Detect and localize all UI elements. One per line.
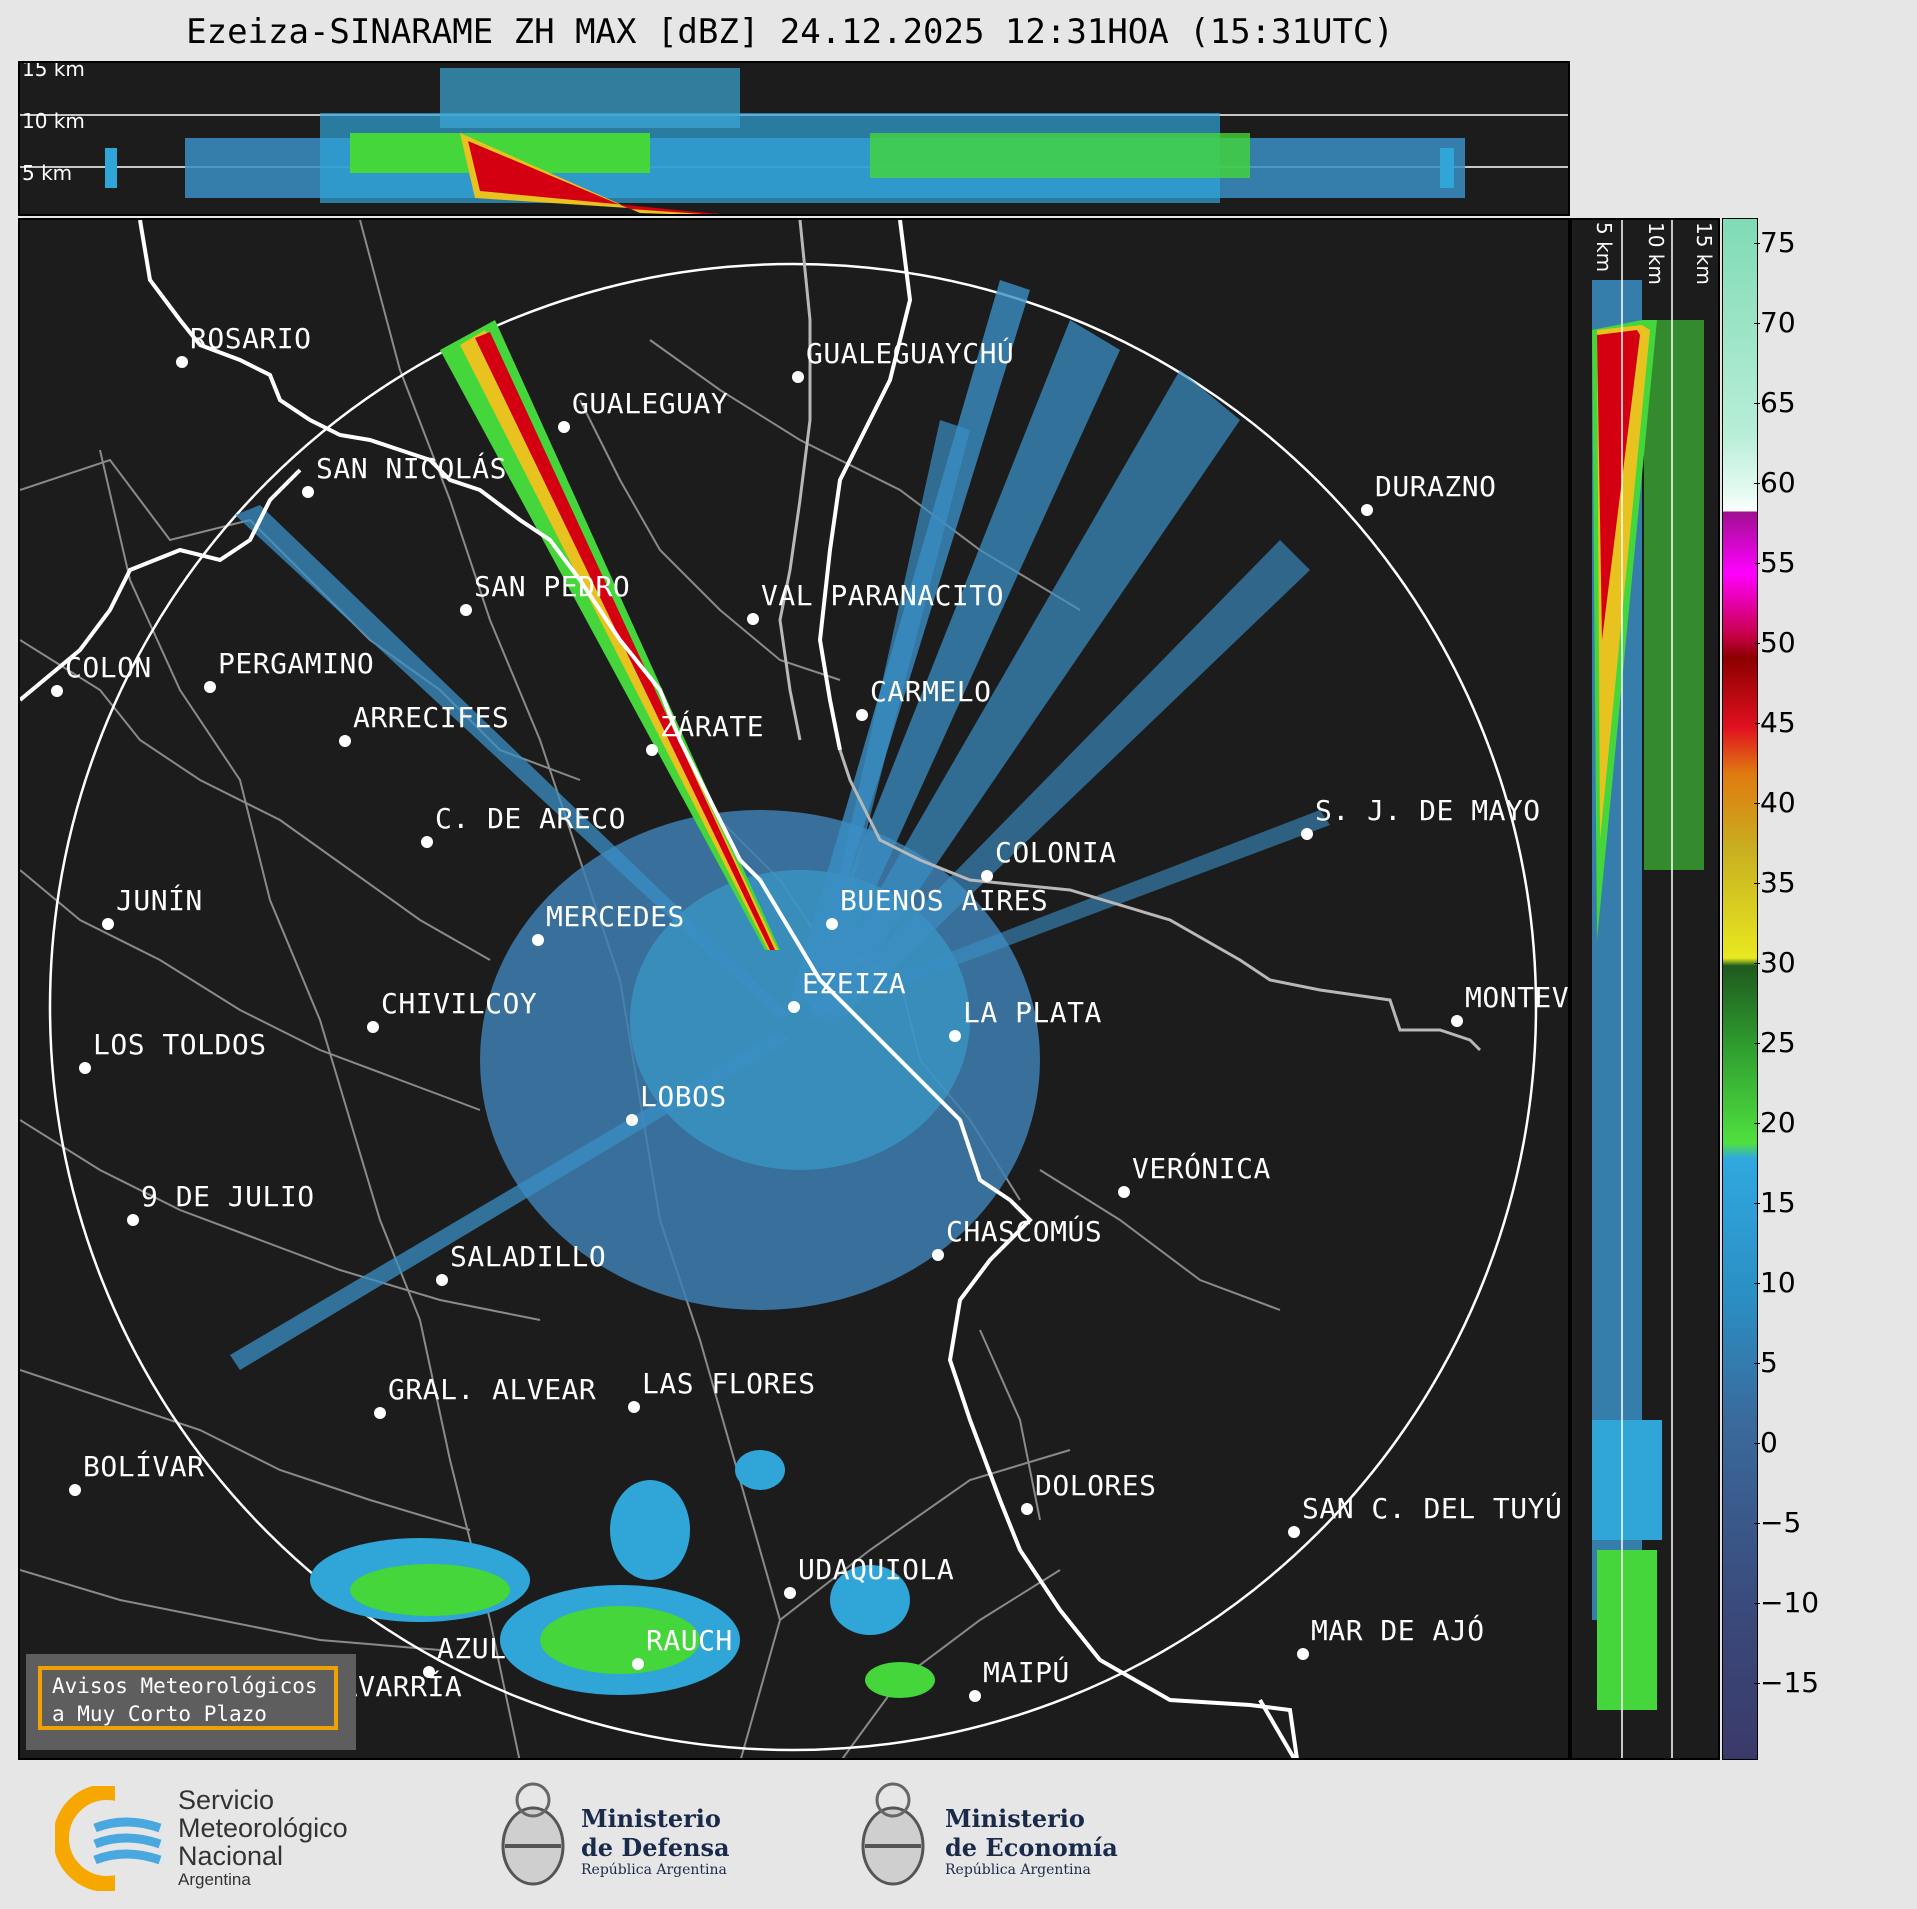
chart-title: Ezeiza-SINARAME ZH MAX [dBZ] 24.12.2025 …: [186, 12, 1394, 52]
colorbar-tick: 35: [1754, 866, 1796, 899]
warning-link-frame[interactable]: Avisos Meteorológicos a Muy Corto Plazo: [38, 1666, 338, 1730]
colorbar-tick: 40: [1754, 786, 1796, 819]
colorbar-tick: 10: [1754, 1266, 1796, 1299]
economia-logo: Ministerio de Economía República Argenti…: [855, 1778, 1125, 1898]
top-height-label: 15 km: [22, 61, 85, 81]
range-ring: [48, 262, 1538, 1752]
colorbar-tick: 50: [1754, 626, 1796, 659]
city-label-durazno: DURAZNO: [1375, 470, 1497, 503]
colorbar-tick: 70: [1754, 306, 1796, 339]
city-label-veronica: VERÓNICA: [1132, 1152, 1271, 1185]
colorbar-tick: 45: [1754, 706, 1796, 739]
colorbar-tick: 15: [1754, 1186, 1796, 1219]
city-label-junin: JUNÍN: [116, 884, 203, 917]
city-label-lobos: LOBOS: [640, 1080, 727, 1113]
city-label-mercedes: MERCEDES: [546, 900, 685, 933]
city-label-san-pedro: SAN PEDRO: [474, 570, 631, 603]
colorbar-tick: 0: [1754, 1426, 1778, 1459]
smn-line-4: Argentina: [178, 1870, 251, 1889]
economia-line-1: Ministerio: [945, 1804, 1085, 1833]
colorbar-tick: 60: [1754, 466, 1796, 499]
colorbar-tick: −5: [1753, 1506, 1802, 1539]
city-label-san-c-del-tuyu: SAN C. DEL TUYÚ: [1302, 1492, 1563, 1525]
defensa-line-2: de Defensa: [581, 1833, 730, 1862]
side-height-label: 10 km: [1644, 222, 1668, 285]
radar-map-panel: ROSARIO SAN NICOLÁS SAN PEDRO GUALEGUAY …: [18, 218, 1570, 1760]
coastline: [20, 220, 1299, 1758]
city-label-gualeguaychu: GUALEGUAYCHÚ: [806, 337, 1015, 370]
radar-map: [20, 220, 1538, 1758]
side-cross-section-echo: [1592, 220, 1704, 1758]
coat-of-arms-icon: [501, 1782, 565, 1886]
colorbar-tick: 20: [1754, 1106, 1796, 1139]
city-label-arrecifes: ARRECIFES: [353, 701, 510, 734]
smn-logo-icon: [55, 1786, 165, 1891]
dbz-colorbar: [1722, 218, 1758, 1760]
city-label-carmelo: CARMELO: [870, 675, 992, 708]
side-height-label: 15 km: [1692, 222, 1716, 285]
city-label-chivilcoy: CHIVILCOY: [381, 987, 538, 1020]
defensa-line-3: República Argentina: [581, 1862, 727, 1878]
side-cross-section-panel: 5 km 10 km 15 km: [1570, 218, 1720, 1760]
city-label-c-de-areco: C. DE ARECO: [435, 802, 626, 835]
city-label-zarate: ZÁRATE: [660, 710, 765, 743]
side-height-label: 5 km: [1592, 222, 1616, 273]
city-label-montev: MONTEV: [1465, 981, 1570, 1014]
city-label-buenos-aires: BUENOS AIRES: [840, 884, 1049, 917]
city-label-gualeguay: GUALEGUAY: [572, 387, 729, 420]
colorbar-tick: 75: [1754, 226, 1796, 259]
colorbar-tick: 30: [1754, 946, 1796, 979]
city-label-gral-alvear: GRAL. ALVEAR: [388, 1373, 597, 1406]
city-label-dolores: DOLORES: [1035, 1469, 1157, 1502]
city-label-las-flores: LAS FLORES: [642, 1367, 816, 1400]
city-label-chascomus: CHASCOMÚS: [946, 1215, 1103, 1248]
radar-echoes: [230, 280, 1330, 1698]
city-label-s-j-de-mayo: S. J. DE MAYO: [1315, 794, 1541, 827]
city-label-rosario: ROSARIO: [190, 322, 312, 355]
top-height-label: 5 km: [22, 161, 73, 185]
warning-line-1: Avisos Meteorológicos: [52, 1674, 318, 1698]
coat-of-arms-icon: [861, 1782, 925, 1886]
city-label-saladillo: SALADILLO: [450, 1240, 607, 1273]
colorbar-tick: −15: [1753, 1666, 1820, 1699]
city-label-rauch: RAUCH: [646, 1624, 733, 1657]
city-label-la-plata: LA PLATA: [963, 996, 1102, 1029]
city-label-mar-de-ajo: MAR DE AJÓ: [1311, 1614, 1485, 1647]
city-label-ezeiza: EZEIZA: [802, 967, 907, 1000]
smn-line-1: Servicio: [178, 1785, 275, 1815]
warning-link-box[interactable]: Avisos Meteorológicos a Muy Corto Plazo: [26, 1654, 356, 1750]
city-label-maipu: MAIPÚ: [983, 1656, 1070, 1689]
city-label-pergamino: PERGAMINO: [218, 647, 375, 680]
defensa-line-1: Ministerio: [581, 1804, 721, 1833]
smn-line-2: Meteorológico: [178, 1813, 348, 1843]
top-height-label: 10 km: [22, 109, 85, 133]
river-delta: [778, 220, 1482, 1052]
city-label-colonia: COLONIA: [995, 836, 1117, 869]
city-label-los-toldos: LOS TOLDOS: [93, 1028, 267, 1061]
colorbar-tick: 25: [1754, 1026, 1796, 1059]
smn-logo: Servicio Meteorológico Nacional Argentin…: [55, 1786, 395, 1896]
colorbar-tick: −10: [1753, 1586, 1820, 1619]
city-label-colon: COLON: [65, 651, 152, 684]
city-label-azul: AZUL: [437, 1632, 507, 1665]
city-label-bolivar: BOLÍVAR: [83, 1450, 205, 1483]
city-label-udaquiola: UDAQUIOLA: [798, 1553, 955, 1586]
smn-line-3: Nacional: [178, 1841, 284, 1871]
city-label-9-de-julio: 9 DE JULIO: [141, 1180, 315, 1213]
city-label-san-nicolas: SAN NICOLÁS: [316, 452, 507, 485]
colorbar-tick: 5: [1754, 1346, 1778, 1379]
top-cross-section-echo: [20, 68, 1568, 214]
colorbar-tick: 65: [1754, 386, 1796, 419]
top-cross-section-panel: 15 km 10 km 5 km: [18, 61, 1570, 216]
city-label-val-paranacito: VAL PARANACITO: [761, 579, 1005, 612]
economia-line-2: de Economía: [945, 1833, 1118, 1862]
colorbar-tick: 55: [1754, 546, 1796, 579]
economia-line-3: República Argentina: [945, 1862, 1091, 1878]
warning-line-2: a Muy Corto Plazo: [52, 1702, 267, 1726]
defensa-logo: Ministerio de Defensa República Argentin…: [495, 1778, 745, 1898]
